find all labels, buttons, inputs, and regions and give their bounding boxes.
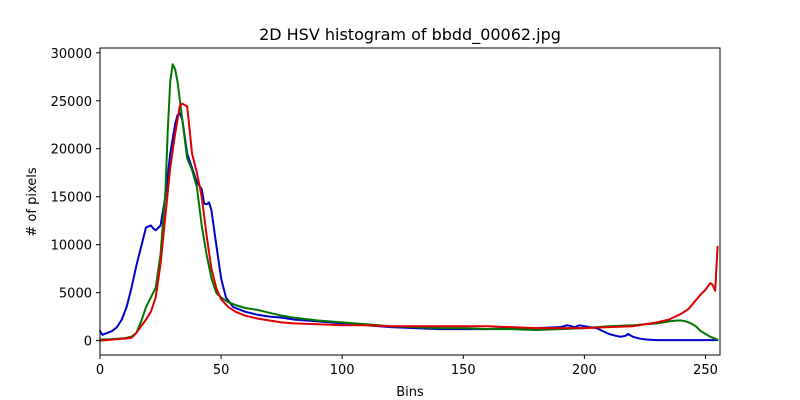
x-tick-label: 0: [96, 363, 104, 378]
plot-area-frame: [99, 47, 721, 356]
y-tick-label: 25000: [51, 95, 92, 110]
x-tick-label: 50: [213, 363, 230, 378]
y-tick-label: 0: [84, 335, 92, 350]
x-tick-label: 150: [451, 363, 476, 378]
y-axis-ticks: 0 5000 10000 15000 20000 25000 30000: [51, 47, 100, 350]
y-axis-label: # of pixels: [25, 167, 40, 236]
x-tick-label: 200: [572, 363, 597, 378]
x-tick-label: 100: [330, 363, 355, 378]
y-tick-label: 30000: [51, 47, 92, 62]
y-tick-label: 10000: [51, 239, 92, 254]
series-line-3: [99, 102, 719, 342]
series-line-1: [99, 112, 719, 342]
y-tick-label: 20000: [51, 143, 92, 158]
y-tick-label: 5000: [59, 287, 92, 302]
x-axis-ticks: 0 50 100 150 200 250: [96, 355, 718, 378]
x-axis-label: Bins: [396, 385, 424, 400]
series-line-2: [99, 63, 719, 341]
chart-title: 2D HSV histogram of bbdd_00062.jpg: [259, 25, 561, 45]
x-tick-label: 250: [693, 363, 718, 378]
y-tick-label: 15000: [51, 191, 92, 206]
series-layer: [99, 63, 719, 342]
